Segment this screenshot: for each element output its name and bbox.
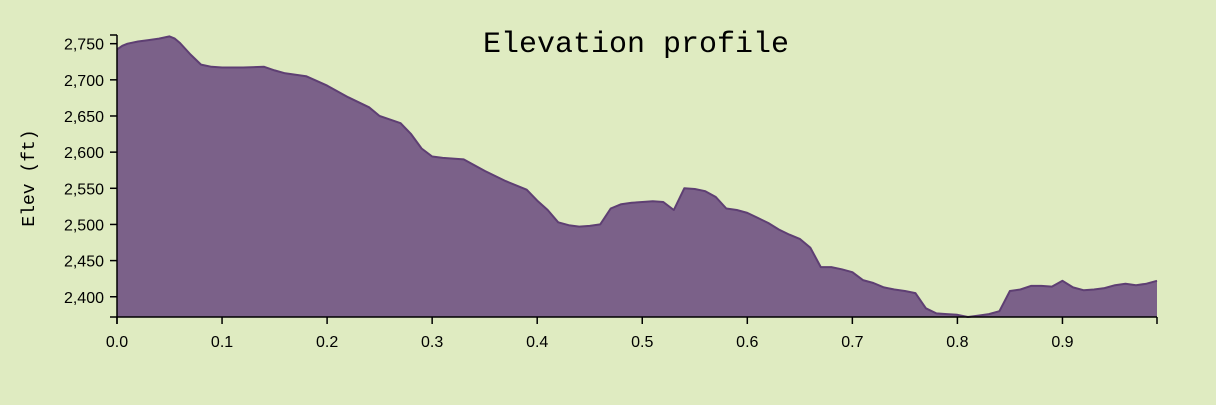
x-tick-label: 0.1 xyxy=(211,334,233,351)
x-axis: 0.0 0.1 0.2 0.3 0.4 0.5 0.6 0.7 0.8 0.9 xyxy=(106,316,1158,351)
y-tick-label: 2,650 xyxy=(64,109,104,126)
elevation-line xyxy=(116,35,1158,318)
x-tick-label: 0.0 xyxy=(106,334,128,351)
y-tick-label: 2,500 xyxy=(64,217,104,234)
y-axis: 2,400 2,450 2,500 2,550 2,600 2,650 2,700 2,750 xyxy=(64,34,118,318)
x-tick-label: 0.4 xyxy=(526,334,548,351)
x-tick-label: 0.7 xyxy=(841,334,863,351)
y-tick-label: 2,750 xyxy=(64,37,104,54)
x-tick-label: 0.8 xyxy=(946,334,968,351)
y-tick-label: 2,600 xyxy=(64,145,104,162)
x-tick-label: 0.9 xyxy=(1051,334,1073,351)
y-tick-label: 2,550 xyxy=(64,181,104,198)
y-tick-label: 2,450 xyxy=(64,254,104,271)
x-tick-label: 0.3 xyxy=(421,334,443,351)
y-tick-label: 2,400 xyxy=(64,290,104,307)
y-tick-label: 2,700 xyxy=(64,73,104,90)
y-axis-title: Elev (ft) xyxy=(20,129,40,226)
chart-title: Elevation profile xyxy=(483,28,789,62)
x-tick-label: 0.5 xyxy=(631,334,653,351)
x-tick-label: 0.2 xyxy=(316,334,338,351)
elevation-area xyxy=(117,36,1157,318)
area-layer xyxy=(116,35,1158,318)
x-tick-label: 0.6 xyxy=(736,334,758,351)
